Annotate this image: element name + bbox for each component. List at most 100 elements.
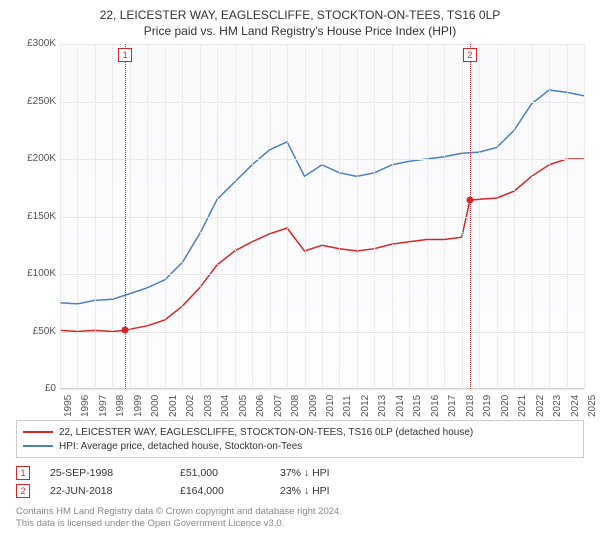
x-axis-label: 2020 bbox=[500, 395, 511, 417]
x-axis-label: 2009 bbox=[308, 395, 319, 417]
gridline-v bbox=[77, 44, 78, 389]
x-axis-label: 1995 bbox=[63, 395, 74, 417]
gridline-v bbox=[409, 44, 410, 389]
x-axis-label: 2013 bbox=[377, 395, 388, 417]
gridline-v bbox=[339, 44, 340, 389]
transaction-diff-1: 37% ↓ HPI bbox=[280, 467, 390, 479]
gridline-v bbox=[305, 44, 306, 389]
y-axis-label: £250K bbox=[16, 96, 56, 107]
transaction-index-2: 2 bbox=[16, 484, 30, 498]
x-axis-label: 2008 bbox=[290, 395, 301, 417]
y-axis-label: £50K bbox=[16, 326, 56, 337]
x-axis-label: 2021 bbox=[517, 395, 528, 417]
transaction-price-1: £51,000 bbox=[180, 467, 260, 479]
y-axis-label: £100K bbox=[16, 268, 56, 279]
x-axis-label: 2010 bbox=[325, 395, 336, 417]
y-axis-label: £150K bbox=[16, 211, 56, 222]
x-axis-label: 2023 bbox=[552, 395, 563, 417]
transaction-row-2: 2 22-JUN-2018 £164,000 23% ↓ HPI bbox=[16, 482, 584, 500]
gridline-v bbox=[462, 44, 463, 389]
x-axis-label: 2016 bbox=[430, 395, 441, 417]
y-axis-label: £0 bbox=[16, 383, 56, 394]
x-axis-label: 2007 bbox=[273, 395, 284, 417]
transaction-marker-line bbox=[125, 44, 126, 389]
gridline-v bbox=[374, 44, 375, 389]
x-axis-label: 1999 bbox=[133, 395, 144, 417]
transaction-marker-dot bbox=[122, 327, 129, 334]
chart-area: 12 £0£50K£100K£150K£200K£250K£300K199519… bbox=[16, 44, 584, 414]
x-axis-label: 2000 bbox=[150, 395, 161, 417]
gridline-v bbox=[217, 44, 218, 389]
x-axis-label: 2017 bbox=[447, 395, 458, 417]
gridline-v bbox=[497, 44, 498, 389]
gridline-v bbox=[514, 44, 515, 389]
gridline-v bbox=[200, 44, 201, 389]
gridline-v bbox=[479, 44, 480, 389]
x-axis-label: 2014 bbox=[395, 395, 406, 417]
x-axis-label: 2024 bbox=[570, 395, 581, 417]
gridline-v bbox=[322, 44, 323, 389]
x-axis-label: 2002 bbox=[185, 395, 196, 417]
gridline-v bbox=[549, 44, 550, 389]
x-axis-label: 2018 bbox=[465, 395, 476, 417]
gridline-h bbox=[60, 389, 584, 390]
gridline-v bbox=[427, 44, 428, 389]
x-axis-label: 2005 bbox=[238, 395, 249, 417]
gridline-v bbox=[584, 44, 585, 389]
x-axis-label: 2006 bbox=[255, 395, 266, 417]
legend-label-2: HPI: Average price, detached house, Stoc… bbox=[59, 441, 302, 452]
gridline-v bbox=[130, 44, 131, 389]
transaction-table: 1 25-SEP-1998 £51,000 37% ↓ HPI 2 22-JUN… bbox=[16, 464, 584, 500]
chart-title: 22, LEICESTER WAY, EAGLESCLIFFE, STOCKTO… bbox=[16, 8, 584, 22]
transaction-marker-index: 1 bbox=[118, 48, 132, 62]
x-axis-label: 2019 bbox=[482, 395, 493, 417]
gridline-v bbox=[165, 44, 166, 389]
legend: 22, LEICESTER WAY, EAGLESCLIFFE, STOCKTO… bbox=[16, 420, 584, 458]
gridline-v bbox=[357, 44, 358, 389]
x-axis-label: 1997 bbox=[98, 395, 109, 417]
transaction-marker-line bbox=[470, 44, 471, 389]
transaction-date-2: 22-JUN-2018 bbox=[50, 485, 160, 497]
footer-line-2: This data is licensed under the Open Gov… bbox=[16, 518, 584, 530]
x-axis-label: 2011 bbox=[342, 395, 353, 417]
x-axis-label: 2022 bbox=[535, 395, 546, 417]
transaction-price-2: £164,000 bbox=[180, 485, 260, 497]
gridline-v bbox=[270, 44, 271, 389]
gridline-v bbox=[287, 44, 288, 389]
x-axis-label: 2015 bbox=[412, 395, 423, 417]
gridline-v bbox=[60, 44, 61, 389]
transaction-marker-dot bbox=[466, 197, 473, 204]
gridline-v bbox=[112, 44, 113, 389]
x-axis-label: 2012 bbox=[360, 395, 371, 417]
transaction-row-1: 1 25-SEP-1998 £51,000 37% ↓ HPI bbox=[16, 464, 584, 482]
legend-swatch-1 bbox=[23, 431, 53, 433]
gridline-v bbox=[95, 44, 96, 389]
footer-note: Contains HM Land Registry data © Crown c… bbox=[16, 506, 584, 531]
legend-entry-price-paid: 22, LEICESTER WAY, EAGLESCLIFFE, STOCKTO… bbox=[23, 425, 577, 439]
gridline-v bbox=[567, 44, 568, 389]
transaction-date-1: 25-SEP-1998 bbox=[50, 467, 160, 479]
transaction-index-1: 1 bbox=[16, 466, 30, 480]
gridline-v bbox=[392, 44, 393, 389]
legend-label-1: 22, LEICESTER WAY, EAGLESCLIFFE, STOCKTO… bbox=[59, 427, 473, 438]
transaction-diff-2: 23% ↓ HPI bbox=[280, 485, 390, 497]
gridline-v bbox=[532, 44, 533, 389]
gridline-v bbox=[235, 44, 236, 389]
transaction-marker-index: 2 bbox=[463, 48, 477, 62]
x-axis-label: 1998 bbox=[115, 395, 126, 417]
legend-swatch-2 bbox=[23, 445, 53, 447]
chart-subtitle: Price paid vs. HM Land Registry's House … bbox=[16, 24, 584, 38]
gridline-v bbox=[252, 44, 253, 389]
gridline-v bbox=[182, 44, 183, 389]
x-axis-label: 1996 bbox=[80, 395, 91, 417]
x-axis-label: 2004 bbox=[220, 395, 231, 417]
gridline-v bbox=[444, 44, 445, 389]
plot-region: 12 bbox=[60, 44, 584, 389]
title-block: 22, LEICESTER WAY, EAGLESCLIFFE, STOCKTO… bbox=[16, 8, 584, 38]
gridline-v bbox=[147, 44, 148, 389]
y-axis-label: £300K bbox=[16, 38, 56, 49]
x-axis-label: 2003 bbox=[203, 395, 214, 417]
legend-entry-hpi: HPI: Average price, detached house, Stoc… bbox=[23, 439, 577, 453]
x-axis-label: 2025 bbox=[587, 395, 598, 417]
x-axis-label: 2001 bbox=[168, 395, 179, 417]
